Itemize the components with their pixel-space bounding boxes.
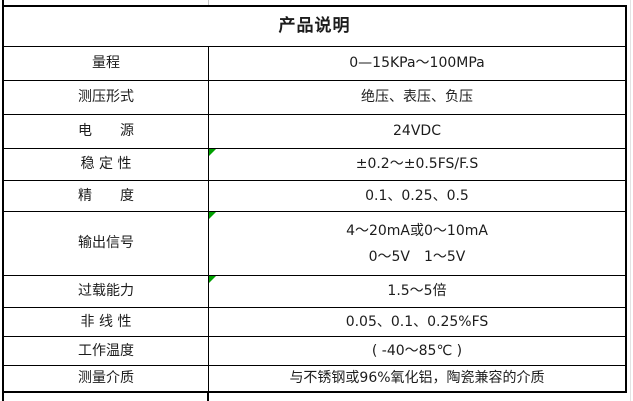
spec-label: 精 度 [78, 187, 134, 204]
table-row: 电 源 24VDC [4, 115, 625, 149]
spec-label: 测压形式 [78, 89, 134, 106]
right-gridline [630, 0, 631, 401]
spec-value: 24VDC [393, 123, 441, 140]
table-title: 产品说明 [278, 16, 351, 37]
spec-value-cell: 0—15KPa～100MPa [209, 47, 625, 80]
spec-label: 量程 [92, 55, 120, 72]
table-title-row: 产品说明 [4, 7, 625, 47]
cell-error-indicator-icon [209, 212, 216, 219]
spec-value: 绝压、表压、负压 [361, 89, 473, 106]
spec-label: 输出信号 [78, 235, 134, 252]
spec-value-cell: 4～20mA或0～10mA 0～5V 1～5V [209, 212, 625, 275]
table-row: 稳 定 性 ±0.2～±0.5FS/F.S [4, 149, 625, 181]
spec-label-cell: 量程 [4, 47, 209, 80]
table-row: 量程 0—15KPa～100MPa [4, 47, 625, 81]
spec-value-cell: 24VDC [209, 115, 625, 148]
spec-value-cell: 0.05、0.1、0.25%FS [209, 308, 625, 336]
spec-label: 非 线 性 [80, 313, 132, 330]
spec-label: 工作温度 [78, 342, 134, 359]
spec-label-cell: 非 线 性 [4, 308, 209, 336]
spec-value: ±0.2～±0.5FS/F.S [355, 156, 479, 173]
cell-error-indicator-icon [209, 276, 216, 283]
spec-label-cell: 电 源 [4, 115, 209, 148]
spec-label-cell: 工作温度 [4, 337, 209, 365]
spec-value: 0.05、0.1、0.25%FS [345, 313, 489, 330]
spec-label-cell: 过载能力 [4, 276, 209, 307]
product-spec-table: 产品说明 量程 0—15KPa～100MPa 测压形式 绝压、表压、负压 电 源… [2, 5, 627, 393]
spec-value-cell: ±0.2～±0.5FS/F.S [209, 149, 625, 180]
table-row: 精 度 0.1、0.25、0.5 [4, 181, 625, 212]
spec-label-cell: 精 度 [4, 181, 209, 211]
spec-value: 0～5V 1～5V [368, 248, 466, 265]
spec-label-cell: 测压形式 [4, 81, 209, 114]
spec-value-cell: ( -40～85℃ ) [209, 337, 625, 365]
spec-label: 测量介质 [78, 370, 134, 387]
spec-label: 电 源 [78, 123, 134, 140]
spec-value: 0.1、0.25、0.5 [365, 187, 469, 204]
spec-label-cell: 测量介质 [4, 366, 209, 391]
table-row: 非 线 性 0.05、0.1、0.25%FS [4, 308, 625, 337]
table-row: 过载能力 1.5～5倍 [4, 276, 625, 308]
spec-value: 与不锈钢或96%氧化铝，陶瓷兼容的介质 [289, 370, 545, 387]
table-row: 工作温度 ( -40～85℃ ) [4, 337, 625, 366]
spec-value-cell: 0.1、0.25、0.5 [209, 181, 625, 211]
left-border-bottom-stub [2, 393, 4, 401]
spec-value: 4～20mA或0～10mA [346, 222, 488, 239]
spec-value: ( -40～85℃ ) [371, 342, 463, 359]
spec-label: 过载能力 [78, 283, 134, 300]
left-border-top-stub [2, 0, 4, 5]
column-divider-bottom-stub [207, 393, 209, 401]
spec-value: 1.5～5倍 [387, 283, 447, 300]
gridline-top-stub [208, 0, 209, 5]
table-row: 测压形式 绝压、表压、负压 [4, 81, 625, 115]
cell-error-indicator-icon [209, 149, 216, 156]
spec-value-cell: 与不锈钢或96%氧化铝，陶瓷兼容的介质 [209, 366, 625, 391]
spec-label-cell: 稳 定 性 [4, 149, 209, 180]
spec-label: 稳 定 性 [80, 156, 132, 173]
spec-value-cell: 1.5～5倍 [209, 276, 625, 307]
table-row: 测量介质 与不锈钢或96%氧化铝，陶瓷兼容的介质 [4, 366, 625, 391]
spec-label-cell: 输出信号 [4, 212, 209, 275]
spec-value-cell: 绝压、表压、负压 [209, 81, 625, 114]
spec-value: 0—15KPa～100MPa [349, 55, 485, 72]
table-row: 输出信号 4～20mA或0～10mA 0～5V 1～5V [4, 212, 625, 276]
